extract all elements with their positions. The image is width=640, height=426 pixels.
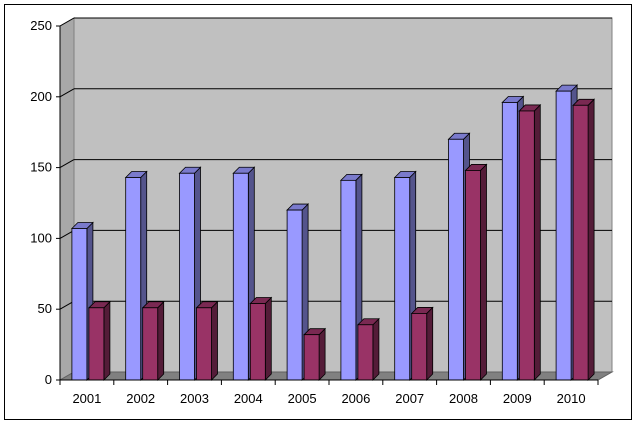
x-tick-label: 2007 [395,391,424,406]
bar [88,307,105,381]
x-tick-label: 2002 [126,391,155,406]
y-tick-label: 200 [30,89,52,104]
bar [501,102,518,381]
axes [56,25,599,385]
bar [465,170,481,381]
bar [142,307,159,381]
bar [125,177,142,381]
bar [572,104,589,381]
bar-side [157,300,165,381]
bar-side [264,296,272,381]
gridline-side [59,17,75,27]
bar [71,228,88,381]
bar-side [372,317,380,381]
bar [249,303,266,381]
bar [286,209,303,381]
y-tick-label: 150 [30,160,52,175]
bar-side [426,306,434,381]
x-tick-label: 2003 [180,391,209,406]
x-tick-label: 2009 [503,391,532,406]
bar [303,334,320,381]
bar [340,179,357,381]
bar-side [480,163,487,381]
x-tick-label: 2001 [72,391,101,406]
y-tick-label: 50 [38,301,52,316]
y-axis-tick-labels: 0 50 100 150 200 250 [30,18,52,387]
bar [555,90,572,381]
y-tick-label: 0 [45,372,52,387]
bar-side [318,327,326,381]
bar-side [587,98,595,381]
x-tick-label: 2006 [341,391,370,406]
bar [448,138,464,381]
y-tick-label: 250 [30,18,52,33]
x-tick-label: 2010 [557,391,586,406]
bar [196,307,212,381]
y-tick-label: 100 [30,230,52,245]
bar [518,110,535,381]
bar-side [211,300,218,381]
bar-side [103,300,111,381]
bars [70,84,596,381]
x-tick-label: 2005 [288,391,317,406]
bar [411,313,428,381]
x-axis-tick-labels: 2001 2002 2003 2004 2005 2006 2007 2008 2009 2010 [72,391,585,406]
bar-side [533,103,541,381]
bar [179,172,195,381]
x-tick-label: 2004 [234,391,263,406]
bar [357,324,374,381]
x-tick-label: 2008 [449,391,478,406]
bar [232,172,249,381]
bar [394,177,411,381]
gridline-side [59,159,75,169]
gridline-side [59,88,75,98]
